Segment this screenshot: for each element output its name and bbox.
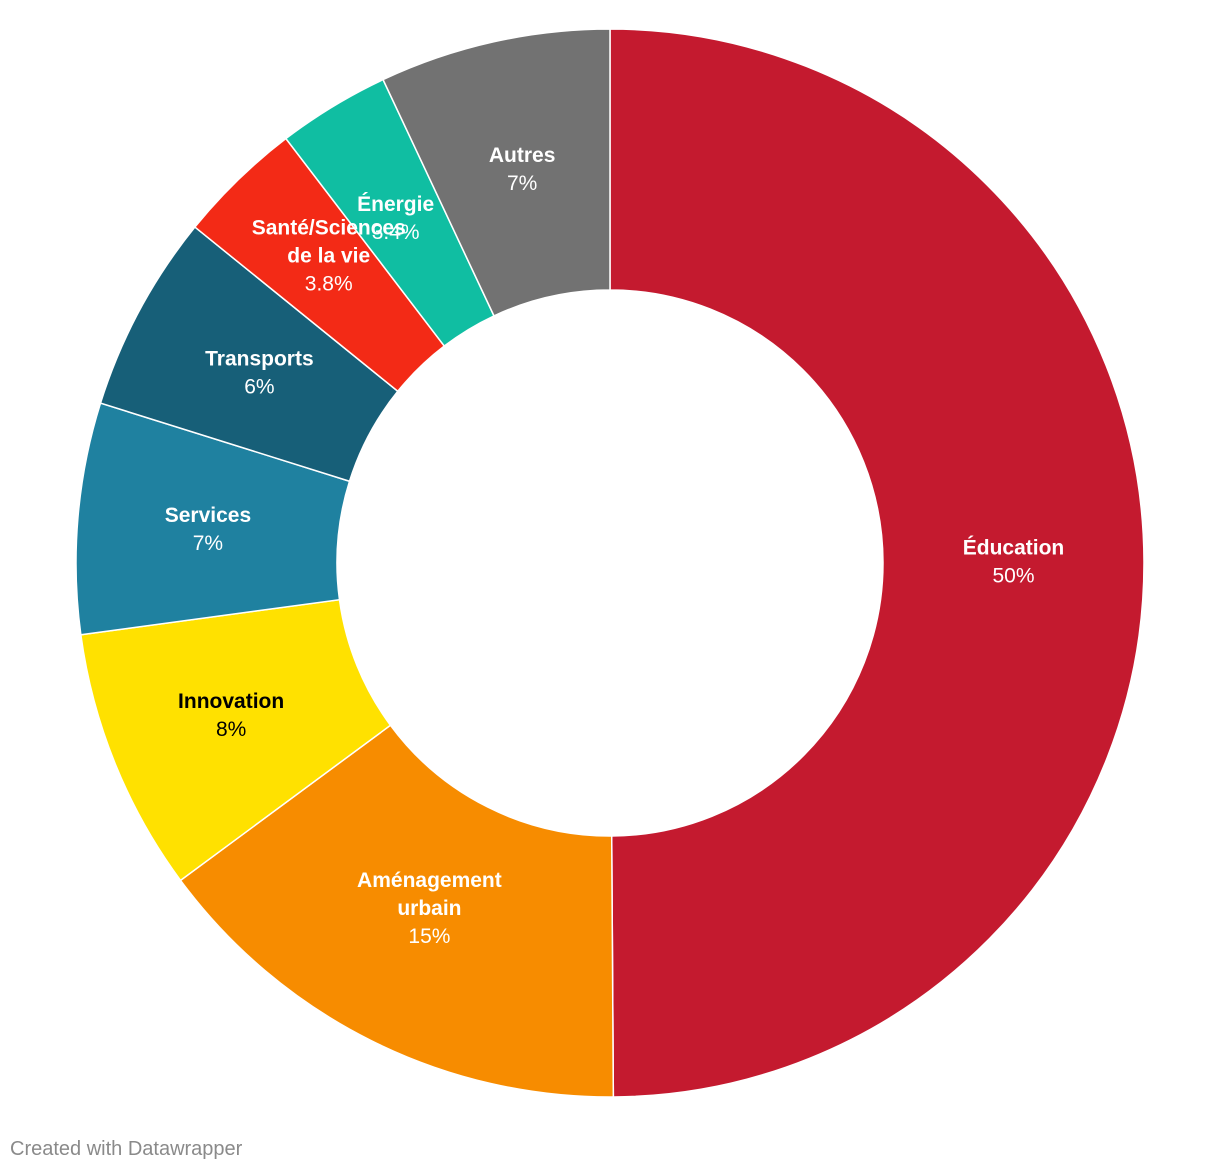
slice-value-label: 3.4% [372,221,420,244]
slice-label-autres: Autres 7% [489,144,556,195]
slice-name-label: Autres [489,144,556,167]
credit-text: Created with Datawrapper [10,1138,243,1160]
slice-value-label: 7% [193,532,223,555]
slice-label-transports: Transports 6% [205,347,314,398]
slice-label-education: Éducation 50% [963,537,1065,588]
slice-name-label: Services [165,504,251,527]
slice-name-label: urbain [397,897,461,920]
slice-name-label: Aménagement [357,869,502,892]
slice-name-label: de la vie [287,245,370,268]
slice-value-label: 8% [216,718,246,741]
slice-name-label: Innovation [178,690,284,713]
slice-autres[interactable] [382,28,611,317]
slice-education[interactable] [609,28,1145,1098]
slice-label-sante-sciences: Santé/Sciences de la vie 3.8% [252,217,406,296]
slice-name-label: Éducation [963,537,1065,560]
slice-label-innovation: Innovation 8% [178,690,284,741]
slice-label-services: Services 7% [165,504,251,555]
slice-value-label: 15% [408,925,450,948]
slice-label-amenagement: Aménagement urbain 15% [357,869,502,948]
slice-label-energie: Énergie 3.4% [357,193,434,244]
slice-value-label: 3.8% [305,273,353,296]
slice-value-label: 7% [507,172,537,195]
slice-name-label: Santé/Sciences [252,217,406,240]
slice-value-label: 50% [992,565,1034,588]
donut-chart: Éducation 50% Aménagement urbain 15% Innovati… [75,28,1145,1098]
slice-name-label: Transports [205,347,314,370]
slice-value-label: 6% [244,375,274,398]
slice-amenagement[interactable] [179,724,615,1098]
slice-name-label: Énergie [357,193,434,216]
